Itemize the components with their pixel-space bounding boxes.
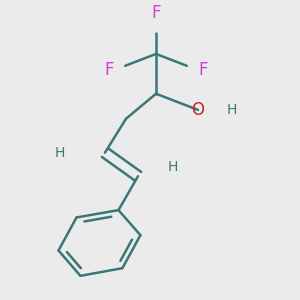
Text: H: H [168, 160, 178, 174]
Text: F: F [198, 61, 208, 79]
Text: F: F [151, 4, 161, 22]
Text: O: O [191, 101, 205, 119]
Text: F: F [104, 61, 114, 79]
Text: H: H [54, 146, 64, 160]
Text: H: H [226, 103, 237, 117]
